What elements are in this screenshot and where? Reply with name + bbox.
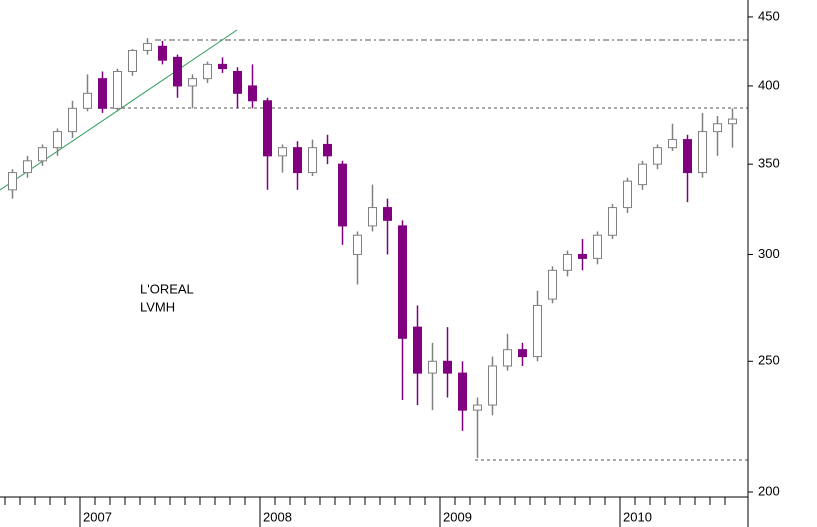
candle-body: [368, 207, 377, 227]
candle-body: [713, 123, 722, 133]
candle-body: [308, 147, 317, 174]
candle-body: [593, 234, 602, 259]
candle-body: [698, 131, 707, 174]
candle-body: [293, 147, 302, 174]
x-tick-label: 2009: [443, 509, 472, 524]
candle-body: [83, 92, 92, 109]
y-tick-label: 300: [758, 246, 780, 261]
candle-body: [398, 225, 407, 339]
candle-body: [143, 43, 152, 51]
candle-body: [668, 139, 677, 149]
y-tick-label: 400: [758, 77, 780, 92]
candle-body: [113, 70, 122, 109]
candle-body: [323, 143, 332, 157]
candle-body: [548, 269, 557, 300]
candle-body: [608, 207, 617, 236]
annotation: LVMH: [140, 299, 175, 314]
candle-body: [533, 304, 542, 358]
candle-body: [653, 147, 662, 165]
candle-body: [38, 147, 47, 162]
annotation: L'OREAL: [140, 281, 194, 296]
candle-body: [278, 147, 287, 157]
candle-body: [218, 63, 227, 70]
y-tick-label: 350: [758, 156, 780, 171]
candle-body: [563, 253, 572, 271]
candle-body: [578, 253, 587, 259]
candle-body: [203, 63, 212, 80]
candle-body: [188, 78, 197, 87]
candle-body: [428, 360, 437, 374]
candle-body: [488, 365, 497, 406]
candle-body: [98, 78, 107, 109]
candle-body: [443, 360, 452, 374]
candle-body: [248, 85, 257, 102]
candle-body: [23, 160, 32, 174]
candle-body: [263, 100, 272, 157]
x-tick-label: 2007: [83, 509, 112, 524]
candle-body: [68, 107, 77, 133]
candle-body: [728, 118, 737, 125]
decorations: [0, 29, 748, 461]
candle-body: [638, 163, 647, 186]
candle-body: [353, 234, 362, 255]
x-tick-label: 2008: [263, 509, 292, 524]
candle-body: [128, 49, 137, 72]
trend-line: [0, 29, 238, 191]
x-tick-label: 2010: [623, 509, 652, 524]
candle-body: [518, 349, 527, 358]
candle-body: [8, 172, 17, 191]
candle-body: [623, 180, 632, 209]
candle-body: [173, 56, 182, 87]
y-tick-label: 450: [758, 8, 780, 23]
y-tick-label: 200: [758, 483, 780, 498]
y-tick-label: 250: [758, 353, 780, 368]
candle-body: [158, 45, 167, 61]
candle-body: [53, 131, 62, 149]
candle-body: [503, 349, 512, 367]
candle-body: [473, 404, 482, 411]
candle-body: [233, 70, 242, 94]
candle-body: [413, 326, 422, 374]
candle-body: [383, 207, 392, 221]
candle-body: [458, 372, 467, 411]
candle-body: [683, 139, 692, 174]
candle-body: [338, 163, 347, 227]
